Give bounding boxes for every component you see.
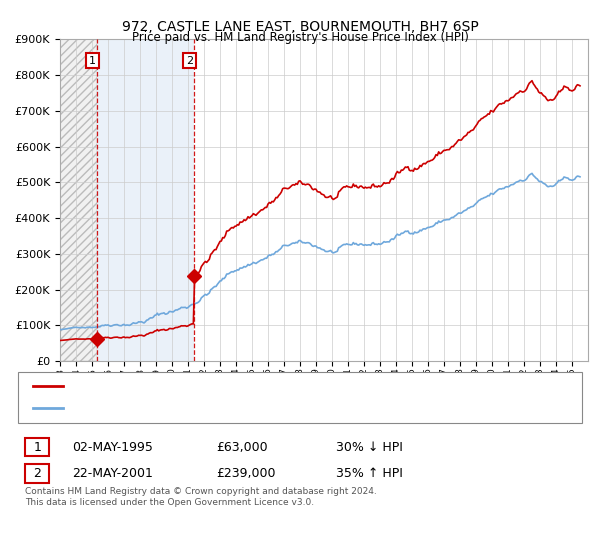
Bar: [97, 39, 194, 361]
Text: £239,000: £239,000: [216, 467, 275, 480]
Text: 35% ↑ HPI: 35% ↑ HPI: [336, 467, 403, 480]
Text: This data is licensed under the Open Government Licence v3.0.: This data is licensed under the Open Gov…: [25, 498, 314, 507]
Text: 972, CASTLE LANE EAST, BOURNEMOUTH, BH7 6SP (detached house): 972, CASTLE LANE EAST, BOURNEMOUTH, BH7 …: [69, 381, 431, 391]
Text: 30% ↓ HPI: 30% ↓ HPI: [336, 441, 403, 454]
Text: 1: 1: [33, 441, 41, 454]
Text: 2: 2: [33, 467, 41, 480]
Text: Contains HM Land Registry data © Crown copyright and database right 2024.: Contains HM Land Registry data © Crown c…: [25, 487, 377, 496]
Bar: [60, 39, 97, 361]
Text: 1: 1: [89, 55, 96, 66]
Text: HPI: Average price, detached house, Bournemouth Christchurch and Poole: HPI: Average price, detached house, Bour…: [69, 403, 457, 413]
Text: £63,000: £63,000: [216, 441, 268, 454]
Text: 22-MAY-2001: 22-MAY-2001: [72, 467, 153, 480]
Text: 2: 2: [186, 55, 193, 66]
Bar: [60, 39, 97, 361]
Text: 972, CASTLE LANE EAST, BOURNEMOUTH, BH7 6SP: 972, CASTLE LANE EAST, BOURNEMOUTH, BH7 …: [122, 20, 478, 34]
Text: 02-MAY-1995: 02-MAY-1995: [72, 441, 153, 454]
Text: Price paid vs. HM Land Registry's House Price Index (HPI): Price paid vs. HM Land Registry's House …: [131, 31, 469, 44]
